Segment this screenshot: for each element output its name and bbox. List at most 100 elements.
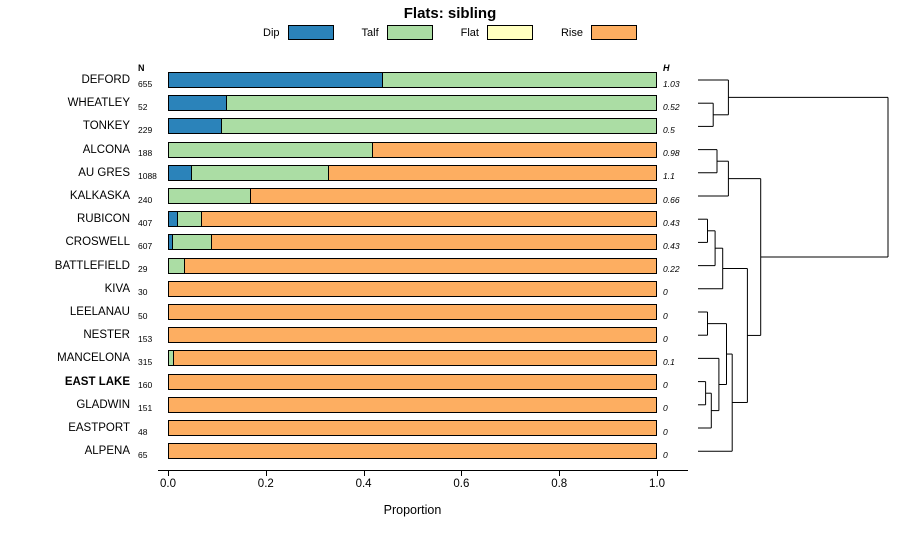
n-value-wheatley: 52 [138,101,148,112]
h-value-east-lake: 0 [663,380,668,391]
bar-row-tonkey [168,118,657,135]
n-value-au-gres: 1088 [138,171,157,182]
bar-row-croswell [168,234,657,251]
bar-row-mancelona [168,350,657,367]
x-tick-label-0.2: 0.2 [257,478,274,490]
legend: Dip Talf Flat Rise [35,25,865,40]
x-tick-label-0.8: 0.8 [551,478,568,490]
h-value-kiva: 0 [663,287,668,298]
row-label-alpena: ALPENA [84,445,130,458]
row-label-kalkaska: KALKASKA [69,190,130,202]
bar-row-alcona [168,141,657,158]
bar-segment-talf [226,95,657,112]
legend-swatch-talf [386,25,433,40]
legend-label-talf: Talf [361,26,379,39]
n-value-gladwin: 151 [138,403,153,414]
n-value-rubicon: 407 [138,217,153,228]
bar-segment-rise [201,211,657,228]
bar-segment-rise [168,327,657,344]
bar-row-kiva [168,280,657,297]
h-value-rubicon: 0.43 [663,217,680,228]
h-value-alpena: 0 [663,449,668,460]
bar-row-kalkaska [168,188,657,204]
bar-row-gladwin [168,396,657,413]
bar-segment-rise [168,280,657,297]
h-value-eastport: 0 [663,426,668,437]
bar-segment-rise [168,443,657,460]
row-label-gladwin: GLADWIN [76,398,130,411]
x-axis-line [158,470,688,471]
row-label-battlefield: BATTLEFIELD [54,259,130,272]
bar-segment-talf [191,164,329,181]
bar-row-east-lake [168,373,657,390]
bar-segment-talf [382,72,657,88]
h-value-battlefield: 0.22 [663,264,680,275]
h-value-nester: 0 [663,333,668,344]
n-value-croswell: 607 [138,240,153,251]
bar-row-eastport [168,420,657,436]
bar-row-wheatley [168,95,657,112]
x-tick-0.0 [168,470,169,476]
h-value-croswell: 0.43 [663,240,680,251]
h-value-leelanau: 0 [663,310,668,321]
x-tick-0.6 [461,470,463,476]
bar-segment-dip [168,118,222,135]
legend-label-rise: Rise [560,26,583,39]
bar-segment-rise [168,373,657,390]
bar-segment-rise [184,257,657,274]
row-label-rubicon: RUBICON [76,213,130,226]
legend-item-talf: Talf [362,25,433,40]
n-value-alpena: 65 [138,449,148,460]
bar-segment-talf [168,257,185,274]
row-label-leelanau: LEELANAU [69,306,130,318]
legend-item-flat: Flat [461,25,533,40]
bar-segment-rise [168,420,657,436]
n-value-kiva: 30 [138,287,148,298]
x-tick-label-0.4: 0.4 [355,478,372,490]
bar-row-rubicon [168,211,657,228]
row-label-kiva: KIVA [104,282,130,295]
h-value-kalkaska: 0.66 [663,194,680,205]
legend-item-dip: Dip [263,25,334,40]
h-value-tonkey: 0.5 [663,124,675,135]
n-column-header: N [138,63,145,73]
bar-row-deford [168,72,657,88]
h-value-gladwin: 0 [663,403,668,414]
bar-segment-rise [372,141,657,158]
h-value-mancelona: 0.1 [663,356,675,367]
bar-row-leelanau [168,304,657,320]
legend-swatch-flat [486,25,533,40]
h-column-header: H [663,63,670,73]
n-value-east-lake: 160 [138,380,153,391]
x-tick-label-0.0: 0.0 [160,478,176,490]
legend-item-rise: Rise [561,25,637,40]
bar-segment-rise [211,234,657,251]
bar-segment-talf [177,211,202,228]
row-label-nester: NESTER [83,329,130,342]
x-tick-label-0.6: 0.6 [453,478,470,490]
legend-label-flat: Flat [460,26,479,39]
row-label-croswell: CROSWELL [65,236,130,249]
row-label-mancelona: MANCELONA [57,352,130,365]
bar-row-alpena [168,443,657,460]
legend-label-dip: Dip [263,26,280,39]
bar-segment-talf [168,141,373,158]
h-value-wheatley: 0.52 [663,101,680,112]
legend-swatch-dip [287,25,334,40]
n-value-leelanau: 50 [138,310,148,321]
n-value-kalkaska: 240 [138,194,153,205]
row-label-deford: DEFORD [81,74,130,86]
n-value-mancelona: 315 [138,356,153,367]
x-tick-label-1.0: 1.0 [649,478,665,490]
dendrogram [698,79,889,452]
x-tick-0.4 [363,470,365,476]
chart-title: Flats: sibling [403,5,497,22]
h-value-alcona: 0.98 [663,148,680,159]
bar-segment-rise [173,350,657,367]
x-tick-0.8 [559,470,561,476]
bar-segment-rise [168,396,657,413]
n-value-alcona: 188 [138,148,153,159]
bar-segment-rise [328,164,657,181]
row-label-au-gres: AU GRES [78,166,130,179]
